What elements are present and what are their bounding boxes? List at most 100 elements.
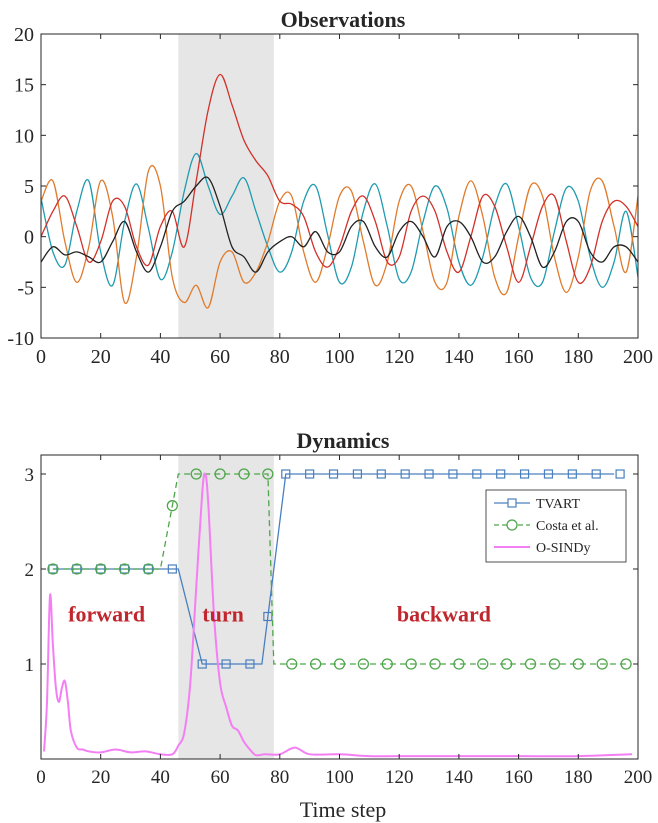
bot-xtick-label: 100 [325,767,354,788]
top-xtick-label: 40 [150,346,170,368]
bot-xtick-label: 180 [564,767,593,788]
bot-series-0-marker [281,469,291,479]
bot-series-1-marker [357,658,370,670]
bot-series-0-marker [328,469,339,479]
bot-series-1-marker [572,658,584,670]
observations-chart: Observations 0 20 40 60 80 100 120 140 160 180 200… [7,7,653,368]
bot-series-0-marker [221,659,231,669]
bot-series-0-marker [400,469,410,479]
bot-series-0-marker [72,564,82,574]
bot-series-1-marker [118,563,131,575]
top-series-2-line [40,73,639,284]
bot-series-1-marker [333,658,346,670]
legend-item-0: TVART [494,497,580,512]
bot-series-1-marker [95,563,107,575]
top-xtick-label: 180 [563,346,593,368]
observations-shaded-region [178,34,274,338]
top-xtick-label: 140 [444,346,474,368]
bot-xtick-label: 160 [504,767,533,788]
bot-series-1-marker [166,500,178,512]
bot-xtick-label: 200 [624,767,653,788]
top-series-0 [40,152,639,288]
top-xtick-label: 120 [384,346,414,368]
top-series-0-line [40,152,639,288]
bot-xtick-label: 20 [91,767,110,788]
bot-series-1-marker [477,658,489,670]
bot-series-1-marker [47,563,59,575]
top-series-3 [40,176,639,273]
dynamics-xlabel: Time step [300,797,387,822]
bot-series-1-marker [238,468,250,480]
top-ytick-label: 0 [24,227,34,249]
bot-series-1 [47,468,632,670]
legend-item-1: Costa et al. [494,519,599,534]
top-xtick-label: 20 [91,346,111,368]
bot-series-0-marker [167,564,177,574]
bot-series-2 [43,472,633,758]
top-ytick-label: 10 [14,125,34,147]
bot-series-0-marker [448,469,458,479]
top-xtick-label: 200 [623,346,653,368]
bot-series-0-marker [472,469,482,479]
bot-series-0-marker [591,469,601,479]
bot-xtick-label: 140 [445,767,474,788]
bot-series-1-marker [381,658,393,670]
top-xtick-label: 0 [36,346,46,368]
bot-series-0-marker [496,469,506,479]
bot-series-0-marker [263,611,273,622]
bot-series-1-marker [596,658,608,670]
bot-series-0-marker [424,469,434,479]
top-ytick-label: -10 [7,328,34,350]
legend-marker [507,498,517,508]
dynamics-legend: TVART Costa et al. O-SINDy [485,489,627,563]
bot-series-1-marker [429,658,441,670]
observations-title: Observations [281,7,406,32]
bot-series-1-marker [309,658,322,670]
bot-series-0-marker [567,469,577,479]
dynamics-chart: Dynamics forward turn backward 0 20 40 60 80 10… [25,428,653,822]
bot-xtick-label: 0 [36,767,46,788]
legend-item-2: O-SINDy [494,541,590,556]
observations-lines [40,73,639,309]
bot-series-0-marker [352,469,363,479]
top-series-2 [40,73,639,284]
bot-series-1-marker [524,658,537,670]
annotation-forward: forward [68,602,145,627]
bot-series-1-marker [548,658,561,670]
annotation-turn: turn [202,602,244,627]
bot-series-1-marker [286,658,298,670]
bot-series-0-marker [245,659,255,669]
bot-ytick-label: 3 [25,465,35,486]
bot-xtick-label: 40 [151,767,170,788]
legend-label: TVART [536,497,580,512]
bot-series-1-marker [190,468,202,480]
dynamics-annotations: forward turn backward [68,602,491,627]
bot-series-0-marker [519,469,530,479]
bot-series-0-marker [376,469,386,479]
top-ytick-label: 15 [14,75,34,97]
bot-xtick-label: 120 [385,767,414,788]
bot-series-2-line [43,472,633,758]
top-ytick-label: 20 [14,24,34,46]
dynamics-ticks: 0 20 40 60 80 100 120 140 160 180 200 1 2 3 [25,455,653,788]
top-series-3-line [40,176,639,273]
top-xtick-label: 100 [325,346,355,368]
bot-series-1-line [52,473,627,665]
bot-xtick-label: 60 [211,767,230,788]
bot-ytick-label: 1 [25,655,35,676]
top-xtick-label: 160 [504,346,534,368]
top-ytick-label: 5 [24,176,34,198]
bot-xtick-label: 80 [270,767,289,788]
dynamics-lines [43,468,633,758]
bot-series-1-marker [453,658,465,670]
bot-series-0-marker [615,469,625,479]
top-series-1-line [40,165,639,309]
bot-series-1-marker [142,563,155,575]
top-ytick-label: -5 [17,277,34,299]
bot-series-1-marker [214,468,226,480]
bot-series-1-marker [501,658,513,670]
bot-series-0-marker [543,469,554,479]
legend-label: Costa et al. [536,519,599,534]
bot-series-1-marker [620,658,632,670]
